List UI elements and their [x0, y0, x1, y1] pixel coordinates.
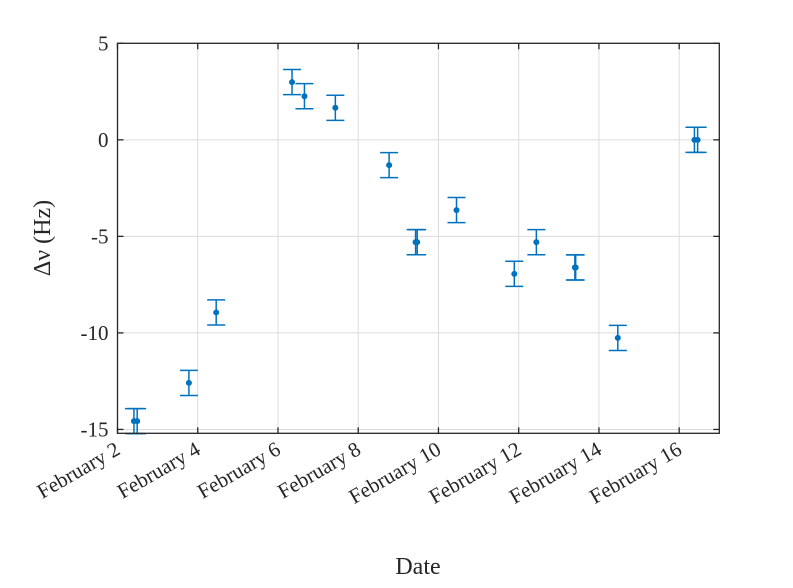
point-marker [301, 93, 308, 100]
data-point [505, 260, 524, 288]
point-marker [533, 239, 540, 246]
x-tick-label: February 6 [193, 437, 284, 504]
data-point [566, 254, 585, 281]
point-marker [386, 162, 393, 169]
data-point [408, 228, 427, 256]
point-marker [213, 309, 220, 316]
data-point [447, 196, 466, 224]
point-marker [332, 104, 339, 111]
x-axis-label: Date [395, 554, 440, 580]
y-tick-label: -5 [91, 224, 109, 248]
plot-axes-box [116, 42, 720, 434]
y-axis-label: Δν (Hz) [30, 200, 56, 276]
point-marker [134, 418, 141, 425]
data-point [207, 299, 226, 326]
point-marker [572, 264, 579, 271]
point-marker [414, 239, 421, 246]
point-marker [289, 79, 296, 86]
data-point [527, 228, 546, 256]
data-series [124, 68, 707, 435]
y-tick-label: -10 [81, 321, 109, 345]
y-tick-label: 5 [98, 31, 109, 55]
x-tick-label: February 16 [585, 437, 685, 509]
data-point [380, 151, 399, 179]
data-point [295, 82, 314, 110]
data-point [283, 68, 302, 96]
data-point [688, 126, 707, 154]
y-tick-label: -15 [81, 417, 109, 441]
point-marker [694, 136, 701, 143]
x-tick-label: February 2 [33, 437, 124, 504]
x-tick-label: February 4 [113, 437, 205, 504]
data-point [608, 324, 627, 352]
data-point [326, 94, 345, 122]
point-marker [614, 334, 621, 341]
data-point [179, 369, 198, 397]
point-marker [185, 379, 192, 386]
point-marker [511, 270, 518, 277]
grid [117, 42, 720, 434]
y-tick-label: 0 [98, 128, 109, 152]
point-marker [453, 207, 460, 214]
